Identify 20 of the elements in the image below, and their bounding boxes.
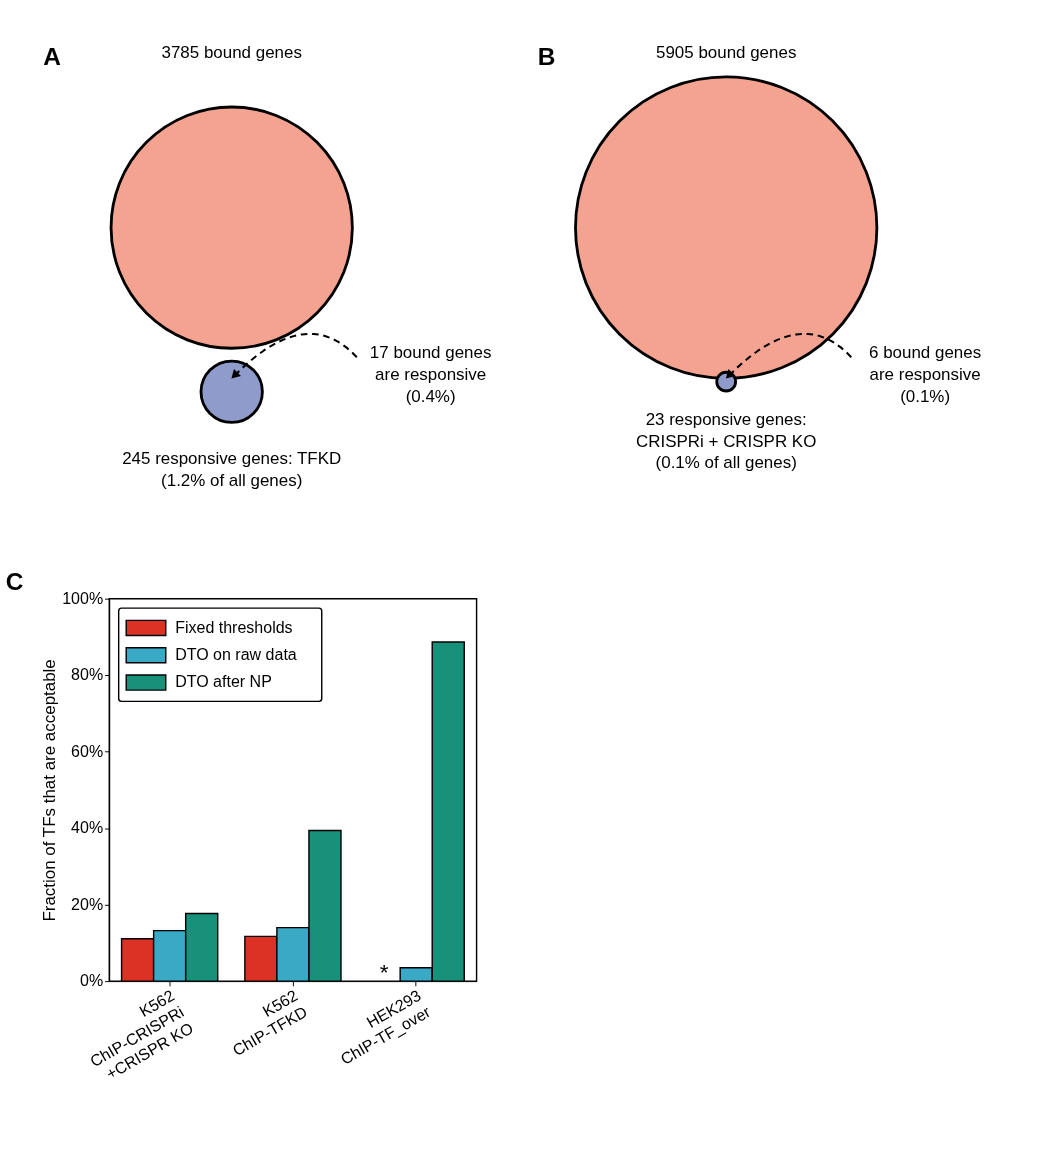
y-tick-label: 80% xyxy=(71,666,104,684)
y-tick-label: 20% xyxy=(71,895,104,913)
annotation: * xyxy=(379,960,389,986)
text: C xyxy=(5,568,24,596)
legend-label: DTO on raw data xyxy=(175,645,297,663)
text: A xyxy=(43,42,62,70)
legend-label: DTO after NP xyxy=(175,673,272,691)
y-axis-title: Fraction of TFs that are acceptable xyxy=(39,659,59,922)
y-tick-label: 60% xyxy=(71,742,104,760)
text: 6 bound genes are responsive (0.1%) xyxy=(869,343,982,406)
legend-label: Fixed thresholds xyxy=(175,618,293,636)
y-tick-label: 40% xyxy=(71,819,104,837)
data-label: 5905 bound genes xyxy=(656,43,797,63)
text: 17 bound genes are responsive (0.4%) xyxy=(369,343,492,406)
data-label: 3785 bound genes xyxy=(161,43,302,63)
y-tick-label: 100% xyxy=(62,589,104,607)
text: B xyxy=(537,42,556,70)
y-tick-label: 0% xyxy=(80,972,104,990)
data-label: 245 responsive genes: TFKD (1.2% of all genes) xyxy=(122,449,342,490)
data-label: 23 responsive genes: CRISPRi + CRISPR KO (0.1% of all genes) xyxy=(636,409,817,473)
